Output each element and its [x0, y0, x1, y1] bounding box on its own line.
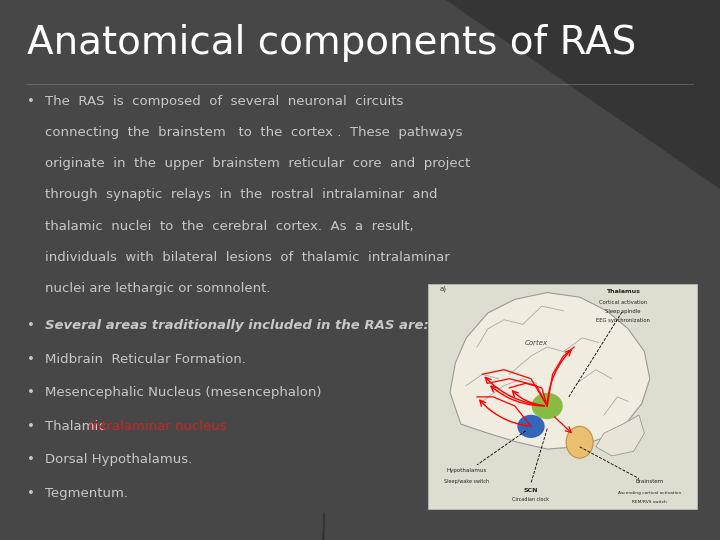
Text: Circadian clock: Circadian clock [513, 497, 549, 502]
Text: nuclei are lethargic or somnolent.: nuclei are lethargic or somnolent. [45, 282, 270, 295]
Text: Sleep/wake switch: Sleep/wake switch [444, 479, 489, 484]
Circle shape [518, 415, 544, 437]
Text: thalamic  nuclei  to  the  cerebral  cortex.  As  a  result,: thalamic nuclei to the cerebral cortex. … [45, 220, 413, 233]
Text: Thalamic: Thalamic [45, 420, 109, 433]
Text: Cortical activation: Cortical activation [599, 300, 647, 305]
Text: connecting  the  brainstem   to  the  cortex .  These  pathways: connecting the brainstem to the cortex .… [45, 126, 462, 139]
Polygon shape [450, 293, 649, 449]
Text: The  RAS  is  composed  of  several  neuronal  circuits: The RAS is composed of several neuronal … [45, 94, 403, 107]
Text: Anatomical components of RAS: Anatomical components of RAS [27, 24, 636, 62]
Text: Midbrain  Reticular Formation.: Midbrain Reticular Formation. [45, 353, 246, 366]
Text: •: • [27, 353, 35, 366]
Text: Brainstem: Brainstem [636, 479, 664, 484]
Text: •: • [27, 94, 35, 107]
Text: SCN: SCN [523, 488, 539, 493]
Text: Ascending cortical activation: Ascending cortical activation [618, 491, 681, 495]
Text: originate  in  the  upper  brainstem  reticular  core  and  project: originate in the upper brainstem reticul… [45, 157, 470, 170]
Text: •: • [27, 386, 35, 399]
Text: EEG synchronization: EEG synchronization [596, 318, 649, 323]
Text: Thalamus: Thalamus [606, 288, 640, 294]
Text: Hypothalamus: Hypothalamus [446, 468, 486, 472]
Text: Sleep spindle: Sleep spindle [605, 309, 641, 314]
Text: through  synaptic  relays  in  the  rostral  intralaminar  and: through synaptic relays in the rostral i… [45, 188, 437, 201]
Circle shape [532, 394, 562, 418]
Text: Mesencephalic Nucleus (mesencephalon): Mesencephalic Nucleus (mesencephalon) [45, 386, 321, 399]
Text: •: • [27, 319, 35, 332]
Text: •: • [27, 420, 35, 433]
Polygon shape [446, 0, 720, 189]
Text: individuals  with  bilateral  lesions  of  thalamic  intralaminar: individuals with bilateral lesions of th… [45, 251, 449, 264]
Text: Tegmentum.: Tegmentum. [45, 487, 127, 500]
Text: REM/RVS switch: REM/RVS switch [632, 501, 667, 504]
Text: Dorsal Hypothalamus.: Dorsal Hypothalamus. [45, 453, 192, 466]
Text: Several areas traditionally included in the RAS are:: Several areas traditionally included in … [45, 319, 428, 332]
Ellipse shape [566, 427, 593, 458]
Text: Intralaminar nucleus: Intralaminar nucleus [89, 420, 227, 433]
Text: a): a) [439, 285, 446, 292]
Text: •: • [27, 453, 35, 466]
Text: Cortex: Cortex [525, 340, 548, 346]
Text: •: • [27, 487, 35, 500]
Polygon shape [596, 415, 644, 456]
